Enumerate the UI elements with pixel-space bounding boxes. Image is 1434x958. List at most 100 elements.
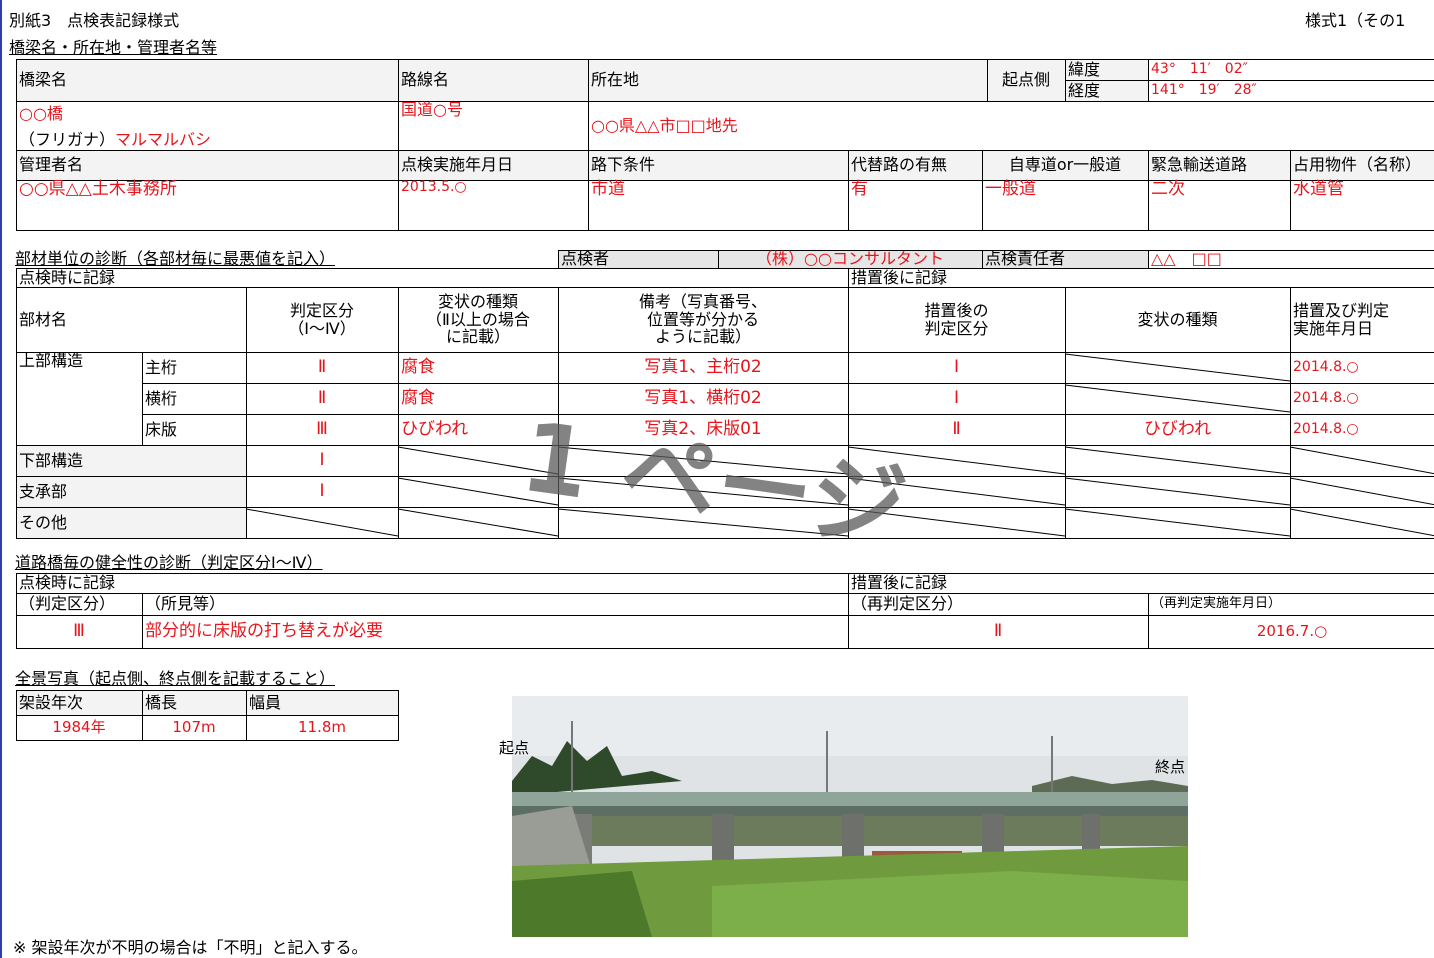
cell-border bbox=[16, 507, 247, 539]
cell-text: 緯度 bbox=[1068, 59, 1101, 79]
cell-border bbox=[1065, 352, 1291, 384]
cell-text: 代替路の有無 bbox=[851, 155, 948, 175]
cell-text: ひびわれ bbox=[1143, 419, 1212, 440]
cell-text: 1984年 bbox=[52, 718, 106, 737]
cell-border bbox=[1065, 383, 1291, 415]
cell-text: 路下条件 bbox=[591, 155, 656, 175]
cell-text: 2014.8.○ bbox=[1293, 389, 1359, 406]
cell-text: （所見等） bbox=[145, 594, 226, 614]
cell-text: 措置後の 判定区分 bbox=[924, 300, 989, 338]
cell-text: 措置後に記録 bbox=[851, 573, 948, 593]
cell-border bbox=[16, 59, 399, 102]
cell-text: Ⅱ bbox=[993, 621, 1003, 642]
cell-text: 上部構造 bbox=[19, 351, 84, 370]
cell-border bbox=[246, 690, 399, 716]
cell-text: 11.8m bbox=[297, 718, 346, 737]
cell-text: 国道○号 bbox=[401, 100, 463, 119]
cell-text: 道路橋毎の健全性の診断（判定区分Ⅰ～Ⅳ） bbox=[15, 553, 323, 573]
furigana-text: マルマルバシ bbox=[115, 130, 212, 149]
cell-border bbox=[1148, 150, 1291, 181]
cell-text: 有 bbox=[851, 179, 868, 199]
cell-text: 部材単位の診断（各部材毎に最悪値を記入） bbox=[15, 249, 336, 269]
cell-text: 2016.7.○ bbox=[1256, 622, 1328, 641]
cell-border bbox=[588, 59, 988, 102]
cell-text: 点検実施年月日 bbox=[401, 155, 514, 175]
cell-text: （判定区分） bbox=[19, 594, 116, 614]
cell-border bbox=[16, 690, 143, 716]
cell-text: 架設年次 bbox=[19, 692, 84, 712]
cell-text: Ⅰ bbox=[319, 481, 325, 502]
cell-border bbox=[16, 476, 247, 508]
cell-text: 判定区分 （Ⅰ～Ⅳ） bbox=[288, 300, 356, 338]
cell-border bbox=[246, 715, 399, 741]
cell-text: 2013.5.○ bbox=[401, 179, 467, 195]
cell-text: Ⅱ bbox=[317, 357, 327, 378]
cell-text: 支承部 bbox=[19, 481, 68, 501]
cell-text: 橋長 bbox=[145, 692, 178, 712]
cell-text: 起点側 bbox=[1001, 70, 1050, 90]
cell-border bbox=[1065, 476, 1291, 508]
cell-text: 路線名 bbox=[401, 70, 450, 90]
cell-text: ○○県△△土木事務所 bbox=[19, 179, 177, 199]
cell-text: Ⅰ bbox=[319, 450, 325, 471]
cell-text: 部材名 bbox=[19, 309, 68, 329]
cell-text: Ⅱ bbox=[952, 419, 961, 440]
cell-text: 点検時に記録 bbox=[19, 573, 116, 593]
cell-text: 経度 bbox=[1068, 80, 1101, 100]
cell-text: 主桁 bbox=[145, 357, 178, 377]
cell-text: その他 bbox=[19, 512, 68, 532]
cell-border bbox=[1148, 615, 1434, 649]
cell-text: 床版 bbox=[145, 419, 178, 439]
cell-text: 点検者 bbox=[561, 249, 610, 269]
cell-text: Ⅲ bbox=[73, 621, 85, 642]
cell-border bbox=[246, 507, 399, 539]
cell-border bbox=[987, 59, 1066, 102]
cell-text: 二次 bbox=[1151, 179, 1185, 199]
cell-text: 市道 bbox=[591, 179, 625, 199]
cell-text: （再判定区分） bbox=[851, 594, 964, 614]
cell-text: 占用物件（名称） bbox=[1293, 155, 1422, 175]
cell-text: Ⅰ bbox=[953, 357, 959, 378]
cell-text: 別紙3 点検表記録様式 bbox=[9, 11, 180, 31]
cell-border bbox=[588, 150, 849, 181]
cell-text: 2014.8.○ bbox=[1293, 358, 1359, 375]
cell-text: 起点 bbox=[499, 738, 530, 757]
cell-border bbox=[1290, 476, 1434, 508]
furigana-text: （フリガナ） bbox=[19, 130, 116, 149]
cell-text: 水道管 bbox=[1293, 179, 1344, 199]
cell-text: 変状の種類 bbox=[1137, 309, 1218, 329]
cell-text: 腐食 bbox=[401, 388, 435, 409]
cell-text: 部分的に床版の打ち替えが必要 bbox=[145, 621, 383, 642]
cell-text: 107m bbox=[172, 718, 216, 737]
cell-text: 写真2、床版01 bbox=[644, 419, 762, 440]
cell-text: 管理者名 bbox=[19, 155, 84, 175]
cell-text: ○○県△△市□□地先 bbox=[591, 115, 738, 135]
cell-text: 備考（写真番号、 位置等が分かる ように記載） bbox=[638, 292, 767, 347]
cell-text: 緊急輸送道路 bbox=[1151, 155, 1248, 175]
cell-text: Ⅱ bbox=[317, 388, 327, 409]
cell-border bbox=[1065, 445, 1291, 477]
cell-text: 横桁 bbox=[145, 388, 178, 408]
cell-text: 43° 11′ 02″ bbox=[1151, 60, 1248, 77]
cell-border bbox=[398, 150, 589, 181]
cell-text: 腐食 bbox=[401, 357, 435, 378]
cell-text: 下部構造 bbox=[19, 450, 84, 470]
cell-text: Ⅰ bbox=[953, 388, 959, 409]
cell-text: （株）○○コンサルタント bbox=[756, 249, 944, 269]
cell-text: 点検時に記録 bbox=[19, 267, 116, 287]
cell-text: 所在地 bbox=[591, 70, 640, 90]
furigana: （フリガナ）マルマルバシ bbox=[19, 126, 211, 150]
cell-text: 幅員 bbox=[249, 692, 282, 712]
cell-text: 措置及び判定 実施年月日 bbox=[1293, 300, 1390, 338]
bridge-photo bbox=[512, 696, 1188, 937]
cell-text: 141° 19′ 28″ bbox=[1151, 81, 1257, 98]
cell-text: （再判定実施年月日） bbox=[1151, 595, 1282, 611]
cell-text: 措置後に記録 bbox=[851, 267, 948, 287]
cell-text: 写真1、横桁02 bbox=[644, 388, 762, 409]
cell-text: 2014.8.○ bbox=[1293, 420, 1359, 437]
cell-text: ○○橋 bbox=[19, 104, 63, 124]
cell-border bbox=[1290, 445, 1434, 477]
cell-text: Ⅲ bbox=[316, 419, 328, 440]
cell-text: 自専道or一般道 bbox=[1008, 155, 1122, 175]
